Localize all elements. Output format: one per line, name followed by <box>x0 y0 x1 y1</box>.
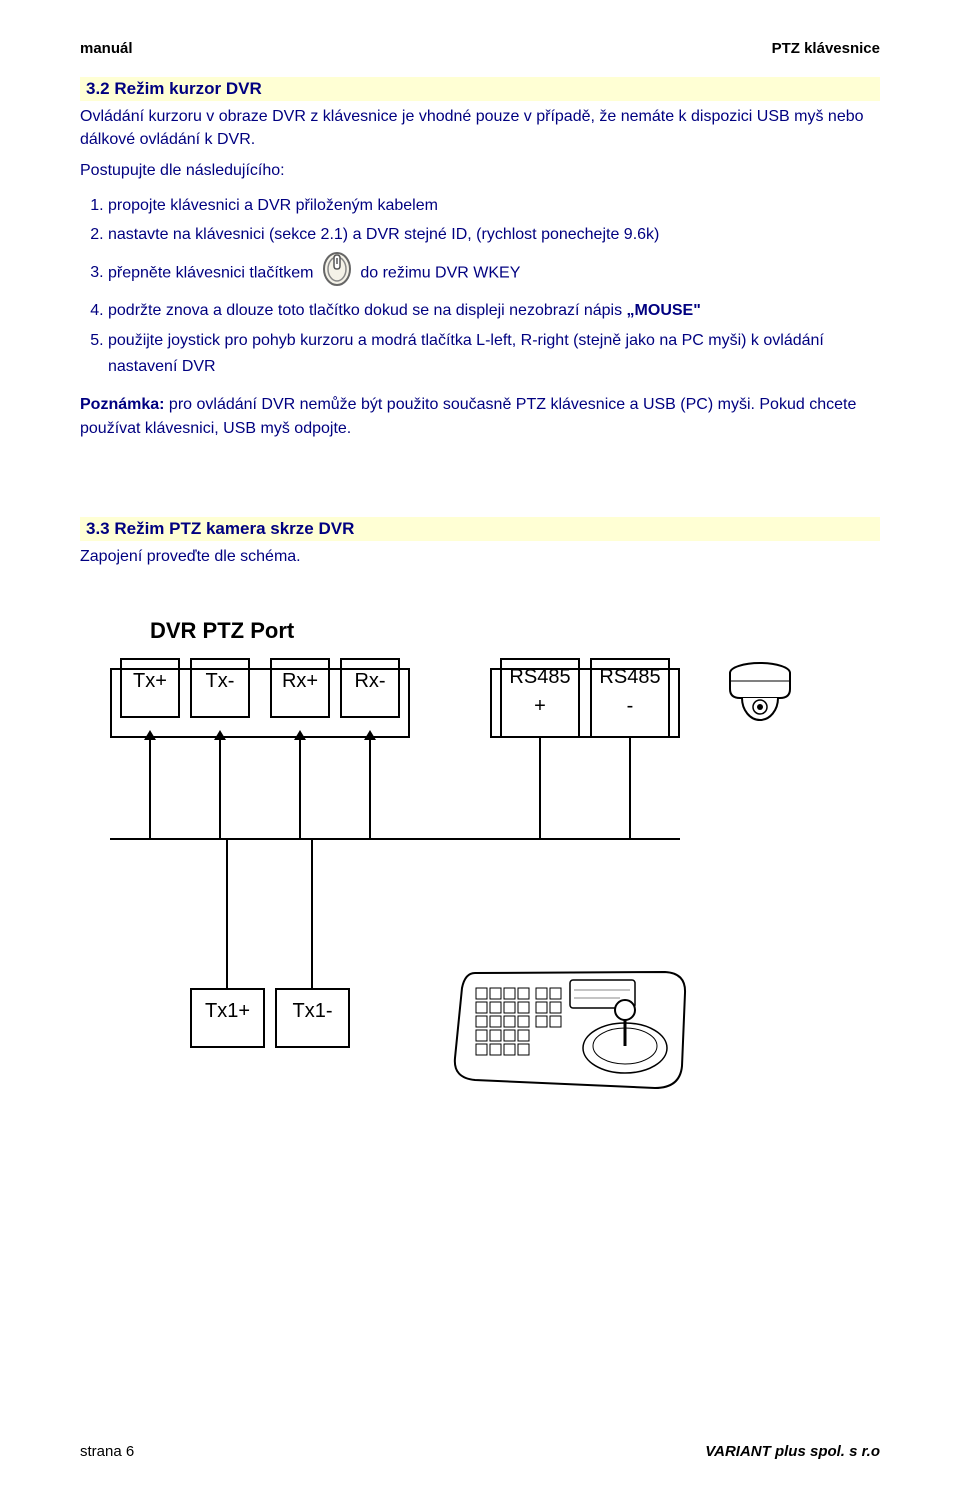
section-3-2-lead: Postupujte dle následujícího: <box>80 159 880 182</box>
section-3-2-title: 3.2 Režim kurzor DVR <box>80 77 880 101</box>
port-rs485-minus: RS485 - <box>590 658 670 738</box>
page: manuál PTZ klávesnice 3.2 Režim kurzor D… <box>0 0 960 1490</box>
list-item: podržte znova a dlouze toto tlačítko dok… <box>108 298 880 324</box>
wire <box>226 838 228 988</box>
ptz-camera-icon <box>720 653 800 743</box>
page-header: manuál PTZ klávesnice <box>80 40 880 57</box>
wire <box>149 738 151 838</box>
wire <box>311 838 313 988</box>
section-3-2-list: propojte klávesnici a DVR přiloženým kab… <box>80 193 880 380</box>
li4-bold: „MOUSE" <box>627 302 701 319</box>
mouse-button-icon <box>322 252 352 295</box>
port-tx-minus: Tx- <box>190 658 250 718</box>
diagram-title: DVR PTZ Port <box>150 618 294 644</box>
port-tx-plus: Tx+ <box>120 658 180 718</box>
arrowhead-icon <box>294 730 306 740</box>
section-3-3-title: 3.3 Režim PTZ kamera skrze DVR <box>80 517 880 541</box>
port-rx-minus: Rx- <box>340 658 400 718</box>
wire <box>539 738 541 838</box>
arrowhead-icon <box>144 730 156 740</box>
page-footer: strana 6 VARIANT plus spol. s r.o <box>80 1443 880 1460</box>
port-rx-plus: Rx+ <box>270 658 330 718</box>
ptz-keyboard-icon <box>450 948 690 1098</box>
section-3-3-text: Zapojení proveďte dle schéma. <box>80 545 880 568</box>
note-label: Poznámka: <box>80 396 164 413</box>
li4-pre: podržte znova a dlouze toto tlačítko dok… <box>108 302 627 319</box>
wire <box>629 738 631 838</box>
arrowhead-icon <box>214 730 226 740</box>
li3-post: do režimu DVR WKEY <box>360 264 520 281</box>
rs485m-bot: - <box>592 695 668 718</box>
list-item: přepněte klávesnici tlačítkem do režimu … <box>108 252 880 295</box>
footer-right: VARIANT plus spol. s r.o <box>705 1443 880 1460</box>
li3-pre: přepněte klávesnici tlačítkem <box>108 264 313 281</box>
list-item: použijte joystick pro pohyb kurzoru a mo… <box>108 328 880 379</box>
section-3-2-note: Poznámka: pro ovládání DVR nemůže být po… <box>80 393 880 441</box>
list-item: nastavte na klávesnici (sekce 2.1) a DVR… <box>108 222 880 248</box>
list-item: propojte klávesnici a DVR přiloženým kab… <box>108 193 880 219</box>
section-3-2-intro: Ovládání kurzoru v obraze DVR z klávesni… <box>80 105 880 151</box>
rs485p-top: RS485 <box>509 666 570 688</box>
rs485p-bot: + <box>502 695 578 718</box>
bus-wire <box>110 838 680 840</box>
wire <box>299 738 301 838</box>
port-rs485-plus: RS485 + <box>500 658 580 738</box>
header-left: manuál <box>80 40 133 57</box>
wire <box>219 738 221 838</box>
note-text: pro ovládání DVR nemůže být použito souč… <box>80 396 856 437</box>
port-tx1-plus: Tx1+ <box>190 988 265 1048</box>
arrowhead-icon <box>364 730 376 740</box>
wire <box>369 738 371 838</box>
footer-left: strana 6 <box>80 1443 134 1460</box>
header-right: PTZ klávesnice <box>772 40 880 57</box>
rs485m-top: RS485 <box>599 666 660 688</box>
wiring-diagram: DVR PTZ Port Tx+ Tx- Rx+ Rx- RS485 + RS4… <box>80 618 880 1138</box>
port-tx1-minus: Tx1- <box>275 988 350 1048</box>
